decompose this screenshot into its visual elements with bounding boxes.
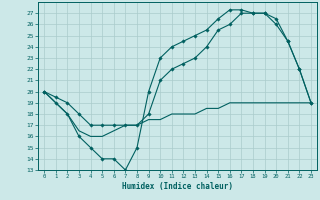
X-axis label: Humidex (Indice chaleur): Humidex (Indice chaleur) <box>122 182 233 191</box>
